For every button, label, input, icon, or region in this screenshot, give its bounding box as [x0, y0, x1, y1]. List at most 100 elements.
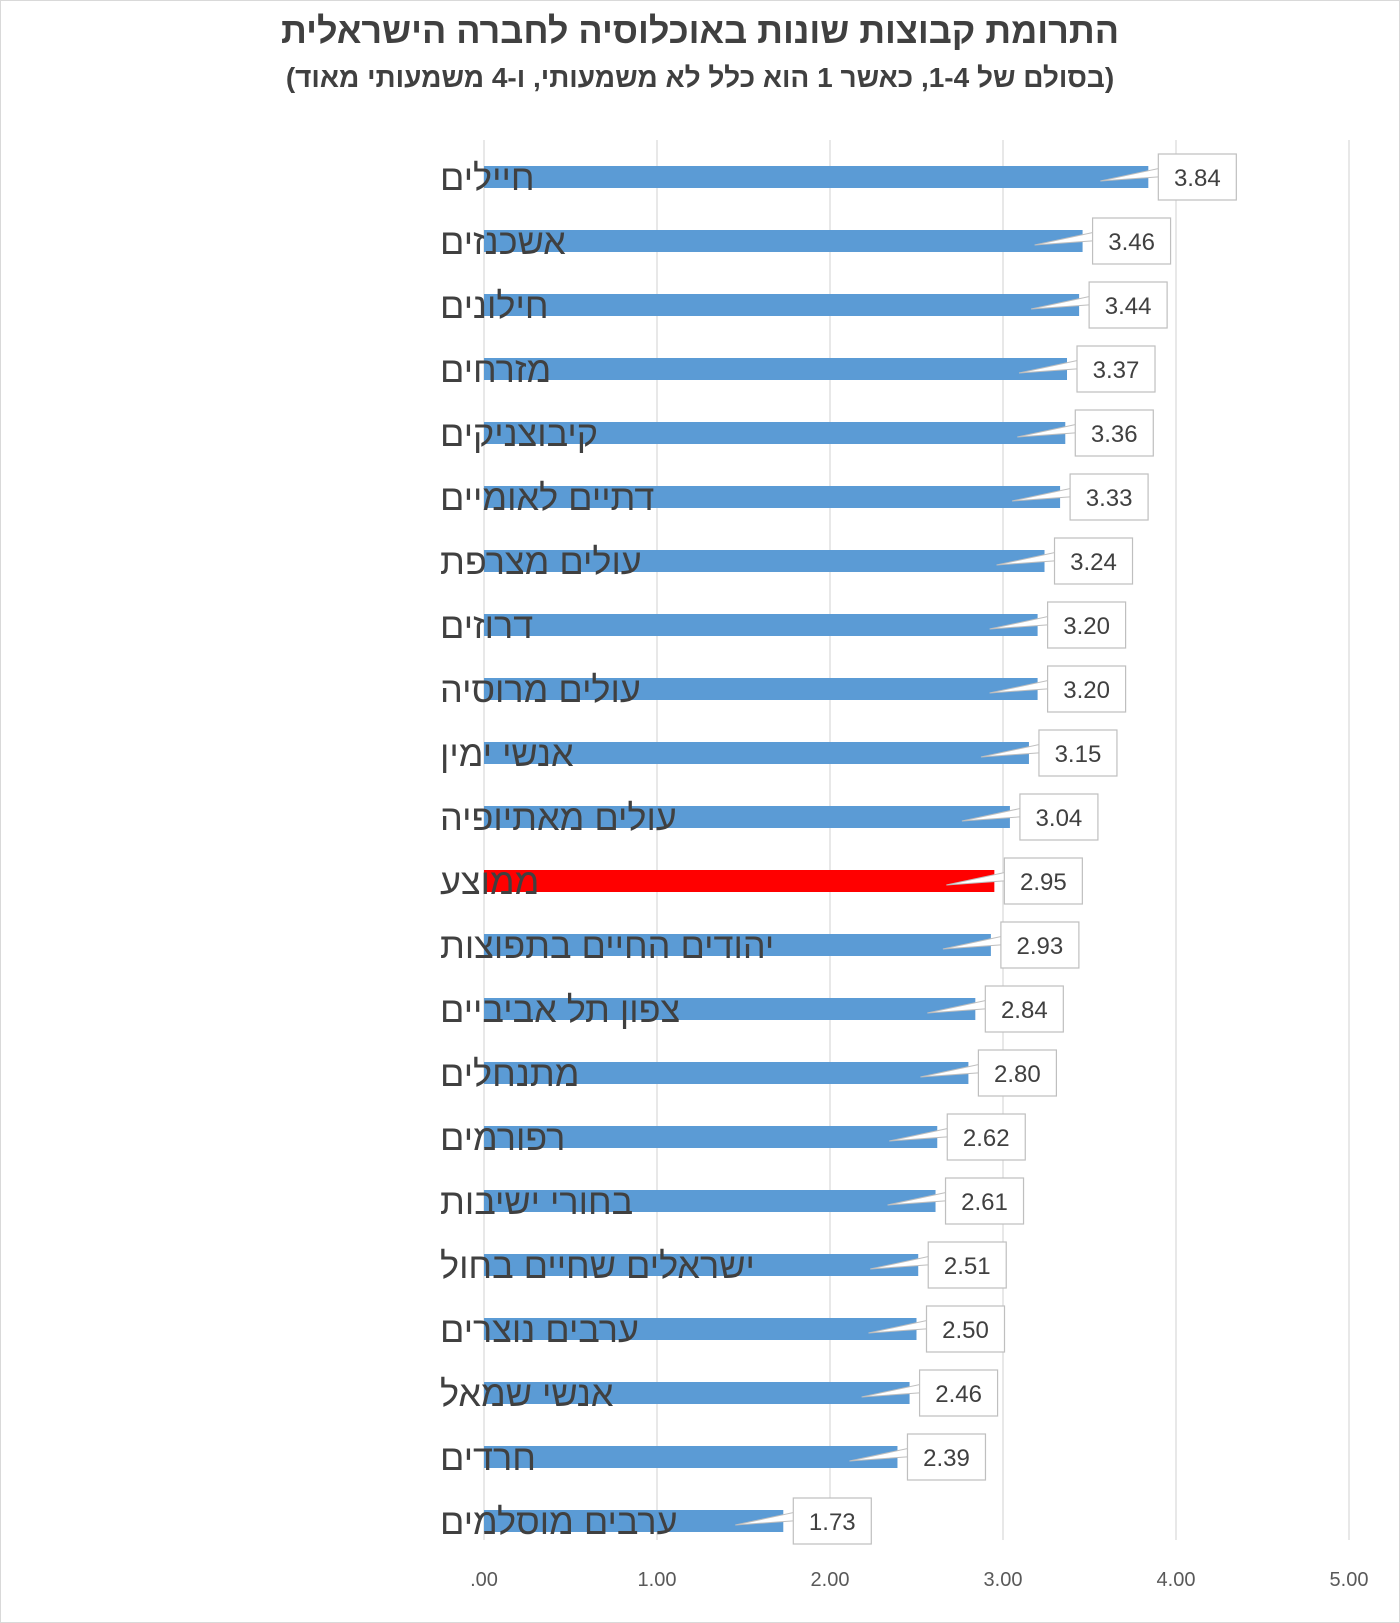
x-axis-tick-labels: .00 1.00 2.00 3.00 4.00 5.00	[470, 1569, 1368, 1591]
category-label: עולים מאתיופיה	[440, 797, 677, 838]
bar	[484, 550, 1045, 572]
data-label: 2.62	[963, 1125, 1010, 1152]
category-label: עולים מצרפת	[440, 541, 642, 582]
callout-box	[1019, 793, 1099, 841]
data-label: 2.84	[1001, 997, 1048, 1024]
bar	[484, 1446, 898, 1468]
callout-box	[1157, 153, 1237, 201]
data-label: 1.73	[809, 1509, 856, 1536]
x-tick-label: 5.00	[1330, 1569, 1369, 1591]
data-label: 3.24	[1070, 549, 1117, 576]
category-labels: חיילים אשכנזים חילונים מזרחים קיבוצניקים דתיי…	[440, 157, 774, 1542]
bar	[484, 742, 1029, 764]
category-label: ממוצע	[440, 861, 539, 902]
category-label: חיילים	[440, 157, 535, 198]
bar	[484, 230, 1083, 252]
callout-box	[792, 1497, 872, 1545]
callout-box	[1053, 537, 1134, 585]
callout-box	[918, 1369, 999, 1417]
category-label: דתיים לאומיים	[440, 477, 654, 518]
callout-box	[925, 1305, 1006, 1353]
bar	[484, 678, 1038, 700]
bar	[484, 870, 995, 892]
x-tick-label: 3.00	[984, 1569, 1023, 1591]
category-label: יהודים החיים בתפוצות	[440, 925, 774, 966]
bars	[484, 166, 1149, 1532]
category-label: אשכנזים	[440, 221, 566, 262]
data-label: 2.93	[1017, 933, 1064, 960]
callout-box	[1046, 665, 1127, 713]
callout-box	[1076, 345, 1156, 393]
x-tick-label: .00	[470, 1569, 498, 1591]
data-label-callouts: 3.84 3.46 3.44 3.37 3.36 3.33 3.24 3.20 3.20 3.15…	[735, 153, 1237, 1545]
data-label: 2.95	[1020, 869, 1067, 896]
callout-box	[1088, 281, 1168, 329]
data-label: 2.39	[923, 1445, 970, 1472]
data-label: 3.44	[1105, 293, 1152, 320]
callout-box	[1003, 857, 1083, 905]
category-label: דרוזים	[440, 605, 533, 646]
bar	[484, 166, 1149, 188]
data-label: 2.80	[994, 1061, 1041, 1088]
callout-box	[984, 985, 1064, 1033]
category-label: אנשי ימין	[440, 733, 574, 774]
bar	[484, 1510, 784, 1532]
category-label: בחורי ישיבות	[440, 1181, 633, 1222]
data-label: 3.04	[1036, 805, 1083, 832]
bar	[484, 934, 991, 956]
category-label: צפון תל אביביים	[440, 989, 680, 1030]
callout-box	[1038, 729, 1118, 777]
data-label: 3.15	[1055, 741, 1102, 768]
data-label: 3.33	[1086, 485, 1133, 512]
bar	[484, 1254, 919, 1276]
callout-box	[1074, 409, 1154, 457]
category-label: ישראלים שחיים בחול	[440, 1245, 755, 1286]
chart-title: התרומת קבוצות שונות באוכלוסיה לחברה הישר…	[280, 10, 1120, 51]
callout-box	[1069, 473, 1149, 521]
callout-box	[1091, 217, 1172, 265]
bar	[484, 422, 1066, 444]
data-label: 3.37	[1093, 357, 1140, 384]
data-label: 2.61	[961, 1189, 1008, 1216]
category-label: מזרחים	[440, 349, 551, 390]
callout-box	[1046, 601, 1127, 649]
bar	[484, 998, 976, 1020]
data-label: 2.50	[942, 1317, 989, 1344]
bar	[484, 806, 1010, 828]
data-label: 3.20	[1063, 613, 1110, 640]
bar	[484, 1382, 910, 1404]
data-label: 3.46	[1108, 229, 1155, 256]
callout-box	[927, 1241, 1007, 1289]
category-label: מתנחלים	[440, 1053, 579, 1094]
x-tick-label: 1.00	[638, 1569, 677, 1591]
bar	[484, 1190, 936, 1212]
bar	[484, 1318, 917, 1340]
bar	[484, 1126, 938, 1148]
callout-box	[977, 1049, 1058, 1097]
callout-box	[1000, 921, 1080, 969]
x-tick-label: 4.00	[1157, 1569, 1196, 1591]
callout-box	[906, 1433, 987, 1481]
category-label: חרדים	[440, 1437, 536, 1478]
data-label: 2.51	[944, 1253, 991, 1280]
bar	[484, 294, 1080, 316]
callout-box	[946, 1113, 1026, 1161]
data-label: 2.46	[935, 1381, 982, 1408]
bar	[484, 1062, 969, 1084]
data-label: 3.20	[1063, 677, 1110, 704]
category-label: רפורמים	[440, 1117, 565, 1158]
category-label: קיבוצניקים	[440, 413, 598, 454]
data-label: 3.84	[1174, 165, 1221, 192]
category-label: ערבים מוסלמים	[440, 1501, 678, 1542]
bar	[484, 358, 1068, 380]
x-tick-label: 2.00	[811, 1569, 850, 1591]
bar	[484, 486, 1061, 508]
category-label: אנשי שמאל	[440, 1373, 614, 1414]
callout-box	[944, 1177, 1025, 1225]
category-label: עולים מרוסיה	[440, 669, 641, 710]
chart-subtitle: (בסולם של 1-4, כאשר 1 הוא כלל לא משמעותי…	[285, 62, 1115, 93]
bar	[484, 614, 1038, 636]
category-label: ערבים נוצרים	[440, 1309, 639, 1350]
data-label: 3.36	[1091, 421, 1138, 448]
